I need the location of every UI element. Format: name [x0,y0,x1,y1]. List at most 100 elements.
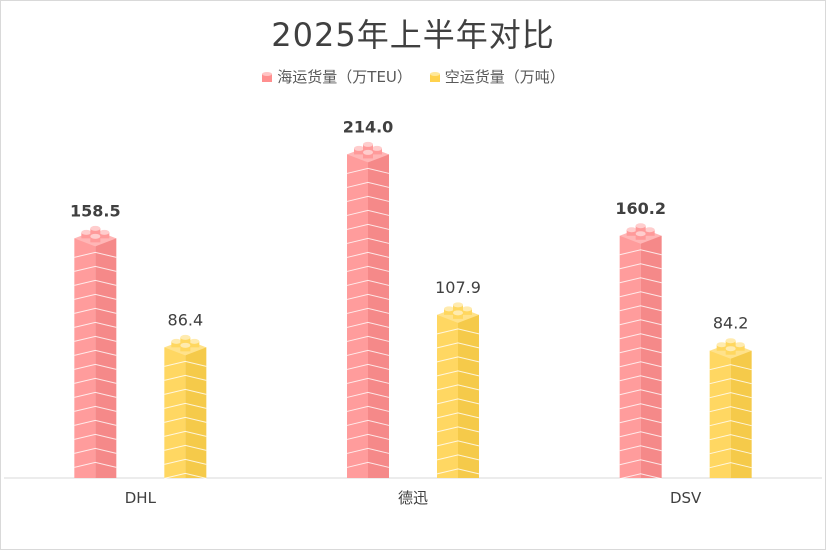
brick-line [619,291,662,298]
brick-line [164,402,207,409]
brick-line [74,321,117,328]
stud-top [180,334,191,340]
stud-top [180,342,191,348]
brick-line [619,305,662,312]
stud-top [363,141,373,147]
stud-top [716,342,727,348]
brick-line [74,433,117,440]
bar-face-left [619,235,641,478]
brick-line [436,328,480,335]
brick-line [164,388,207,395]
brick-line [619,333,662,340]
brick-line [436,454,480,461]
brick-line [74,447,117,454]
brick-line [436,426,480,433]
brick-line [346,209,390,216]
stud-top [99,229,110,235]
stud-top [81,229,92,235]
brick-line [436,398,480,405]
brick-line [346,447,390,454]
brick-line [436,356,480,363]
legend-item-air: 空运货量（万吨） [429,66,565,87]
stud-side [189,341,200,348]
brick-line [346,279,390,286]
bar-face-right [640,235,662,478]
data-label: 86.4 [168,310,204,329]
brick-line [164,458,207,465]
stud-side [354,148,364,155]
chart-title: 2025年上半年对比 [271,16,555,54]
bar-face-left [164,347,186,478]
brick-line [346,223,390,230]
stud-side [725,340,736,347]
stud-top [635,223,646,229]
brick-line [74,279,117,286]
brick-line [346,265,390,272]
brick-line [709,434,752,441]
brick-line [436,468,480,475]
stud-side [453,312,463,319]
brick-line [436,370,480,377]
brick-line [164,416,207,423]
brick-line [709,364,752,371]
brick-line [346,335,390,342]
brick-line [164,444,207,451]
stud-top [363,149,373,155]
bar-face-left [437,314,458,478]
bar-face-left [74,238,96,478]
brick-line [619,417,662,424]
stud-side [81,232,92,239]
brick-line [74,391,117,398]
brick-line [709,420,752,427]
brick-line [164,374,207,381]
stud-side [90,236,101,243]
data-label: 160.2 [615,199,666,218]
stud-side [626,229,637,236]
brick-line [436,342,480,349]
legend-swatch-sea [262,71,273,82]
bar-face-left [347,154,368,478]
brick-line [619,277,662,284]
brick-line [164,360,207,367]
bar-face-right [458,314,479,478]
brick-line [346,167,390,174]
stud-top [635,231,646,237]
stud-side [644,229,655,236]
stud-top [354,145,364,151]
brick-line [74,377,117,384]
brick-line [619,389,662,396]
brick-line [346,461,390,468]
bar [436,302,480,478]
stud-top [462,306,472,312]
stud-side [180,345,191,352]
brick-line [346,321,390,328]
brick-line [619,249,662,256]
stud-top [372,145,382,151]
stud-side [171,341,182,348]
stud-side [635,233,646,240]
data-label: 214.0 [343,117,394,136]
stud-top [189,338,200,344]
brick-line [346,391,390,398]
bar [346,141,390,478]
brick-line [346,363,390,370]
bar-face-right [730,350,752,478]
x-tick-label: 德迅 [398,489,428,507]
chart-legend: 海运货量（万TEU） 空运货量（万吨） [0,66,826,87]
brick-line [164,430,207,437]
data-label: 107.9 [435,278,481,297]
stud-side [363,152,373,159]
brick-line [74,461,117,468]
brick-line [619,431,662,438]
brick-line [74,265,117,272]
brick-line [619,459,662,466]
stud-side [90,228,101,235]
brick-line [619,263,662,270]
brick-line [709,378,752,385]
brick-line [74,419,117,426]
stud-top [90,233,101,239]
stud-side [462,308,472,315]
brick-line [346,237,390,244]
brick-line [619,375,662,382]
